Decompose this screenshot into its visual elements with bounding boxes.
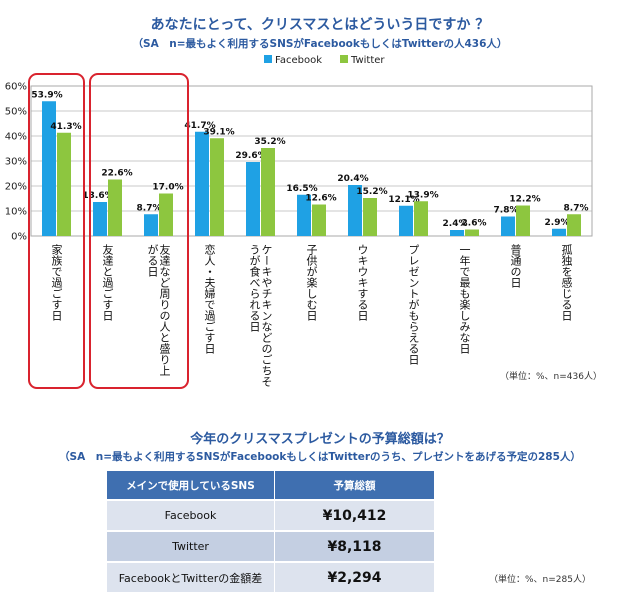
category-label: 普通の日 — [509, 243, 522, 288]
data-label: 2.6% — [462, 219, 487, 229]
bar-facebook — [348, 185, 362, 236]
data-label: 2.4% — [443, 219, 468, 229]
budget-table: メインで使用しているSNS 予算総額 Facebook ¥10,412 Twit… — [107, 471, 435, 592]
category-label: 恋人・夫婦で過ごす日 — [203, 243, 216, 354]
y-tick-label: 0% — [11, 232, 27, 243]
table-row: FacebookとTwitterの金額差 ¥2,294 — [107, 561, 435, 592]
legend-swatch — [340, 55, 348, 63]
row-label: Facebook — [107, 499, 275, 531]
table-subtitle: （SA n=最もよく利用するSNSがFacebookもしくはTwitterのうち… — [59, 451, 581, 463]
bar-twitter — [414, 201, 428, 236]
table-title: 今年のクリスマスプレゼントの予算総額は？ — [190, 432, 450, 447]
category-label: 家族で過ごす日 — [50, 243, 63, 321]
bar-twitter — [363, 198, 377, 236]
data-label: 13.6% — [82, 191, 113, 201]
bar-facebook — [450, 230, 464, 236]
chart-unit-note: （単位：%、n=436人） — [500, 372, 602, 382]
y-tick-label: 60% — [5, 82, 27, 93]
legend-label: Twitter — [350, 55, 385, 66]
bar-facebook — [399, 205, 413, 236]
row-amount: ¥10,412 — [274, 499, 435, 531]
bar-facebook — [552, 228, 566, 236]
category-label: 友達など周りの人と盛り上 — [158, 243, 171, 376]
category-label: 孤独を感じる日 — [560, 244, 573, 321]
bar-facebook — [501, 216, 515, 236]
data-label: 12.2% — [509, 195, 540, 205]
plot-frame — [30, 85, 593, 237]
data-label: 39.1% — [203, 127, 234, 137]
bar-twitter — [312, 204, 326, 236]
row-label: Twitter — [107, 530, 275, 562]
bar-twitter — [465, 229, 479, 236]
category-label: がる日 — [146, 244, 159, 277]
y-tick-label: 20% — [5, 182, 27, 193]
row-label: FacebookとTwitterの金額差 — [107, 561, 275, 592]
category-label: ウキウキする日 — [356, 244, 369, 321]
data-label: 2.9% — [545, 218, 570, 228]
bar-facebook — [93, 202, 107, 236]
chart-title: あなたにとって、クリスマスとはどういう日ですか ？ — [150, 17, 490, 33]
category-label: 一年で最も楽しみな日 — [458, 244, 471, 354]
category-label: 友達と過ごす日 — [101, 243, 114, 321]
highlight-box — [28, 73, 85, 389]
data-label: 12.1% — [388, 195, 419, 205]
bar-twitter — [516, 205, 530, 236]
bar-twitter — [57, 132, 71, 236]
legend-label: Facebook — [275, 55, 322, 66]
table-row: Twitter ¥8,118 — [107, 530, 435, 562]
legend-swatch — [264, 55, 272, 63]
table-unit-note: （単位：%、n=285人） — [489, 575, 591, 585]
bar-twitter — [210, 138, 224, 236]
row-amount: ¥8,118 — [274, 530, 435, 562]
category-label: 子供が楽しむ日 — [305, 244, 318, 321]
bar-twitter — [261, 148, 275, 236]
category-label: ケーキやチキンなどのごちそ — [260, 244, 273, 387]
row-amount: ¥2,294 — [274, 561, 435, 592]
bar-facebook — [42, 101, 56, 236]
data-label: 29.6% — [235, 151, 266, 161]
bar-twitter — [159, 193, 173, 236]
data-label: 8.7% — [137, 203, 162, 213]
category-label: うが食べられる日 — [248, 244, 261, 332]
data-label: 17.0% — [152, 183, 183, 193]
header-sns: メインで使用しているSNS — [107, 471, 275, 500]
data-label: 22.6% — [101, 169, 132, 179]
data-label: 41.3% — [50, 122, 81, 132]
y-tick-label: 40% — [5, 132, 27, 143]
table-row: Facebook ¥10,412 — [107, 499, 435, 531]
y-tick-label: 30% — [5, 157, 27, 168]
data-label: 35.2% — [254, 137, 285, 147]
table-header-row: メインで使用しているSNS 予算総額 — [107, 471, 435, 500]
bar-facebook — [297, 194, 311, 236]
data-label: 41.7% — [184, 121, 215, 131]
data-label: 7.8% — [494, 206, 519, 216]
data-label: 53.9% — [31, 90, 62, 100]
bar-facebook — [195, 131, 209, 236]
data-label: 15.2% — [356, 187, 387, 197]
data-label: 12.6% — [305, 194, 336, 204]
y-tick-label: 10% — [5, 207, 27, 218]
data-label: 13.9% — [407, 190, 438, 200]
highlight-box — [89, 73, 189, 389]
category-label: プレゼントがもらえる日 — [407, 244, 420, 365]
data-label: 8.7% — [564, 203, 589, 213]
data-label: 20.4% — [337, 174, 368, 184]
y-tick-label: 50% — [5, 107, 27, 118]
bar-twitter — [108, 179, 122, 236]
bar-facebook — [144, 214, 158, 236]
bar-facebook — [246, 162, 260, 236]
header-budget: 予算総額 — [274, 471, 435, 500]
data-label: 16.5% — [286, 184, 317, 194]
chart-subtitle: （SA n=最もよく利用するSNSがFacebookもしくはTwitterの人4… — [132, 38, 508, 50]
bar-twitter — [567, 214, 581, 236]
bar-chart: 0% 10% 20% 30% 40% 50% 60% Facebook Twitter 53.9%… — [5, 55, 593, 389]
